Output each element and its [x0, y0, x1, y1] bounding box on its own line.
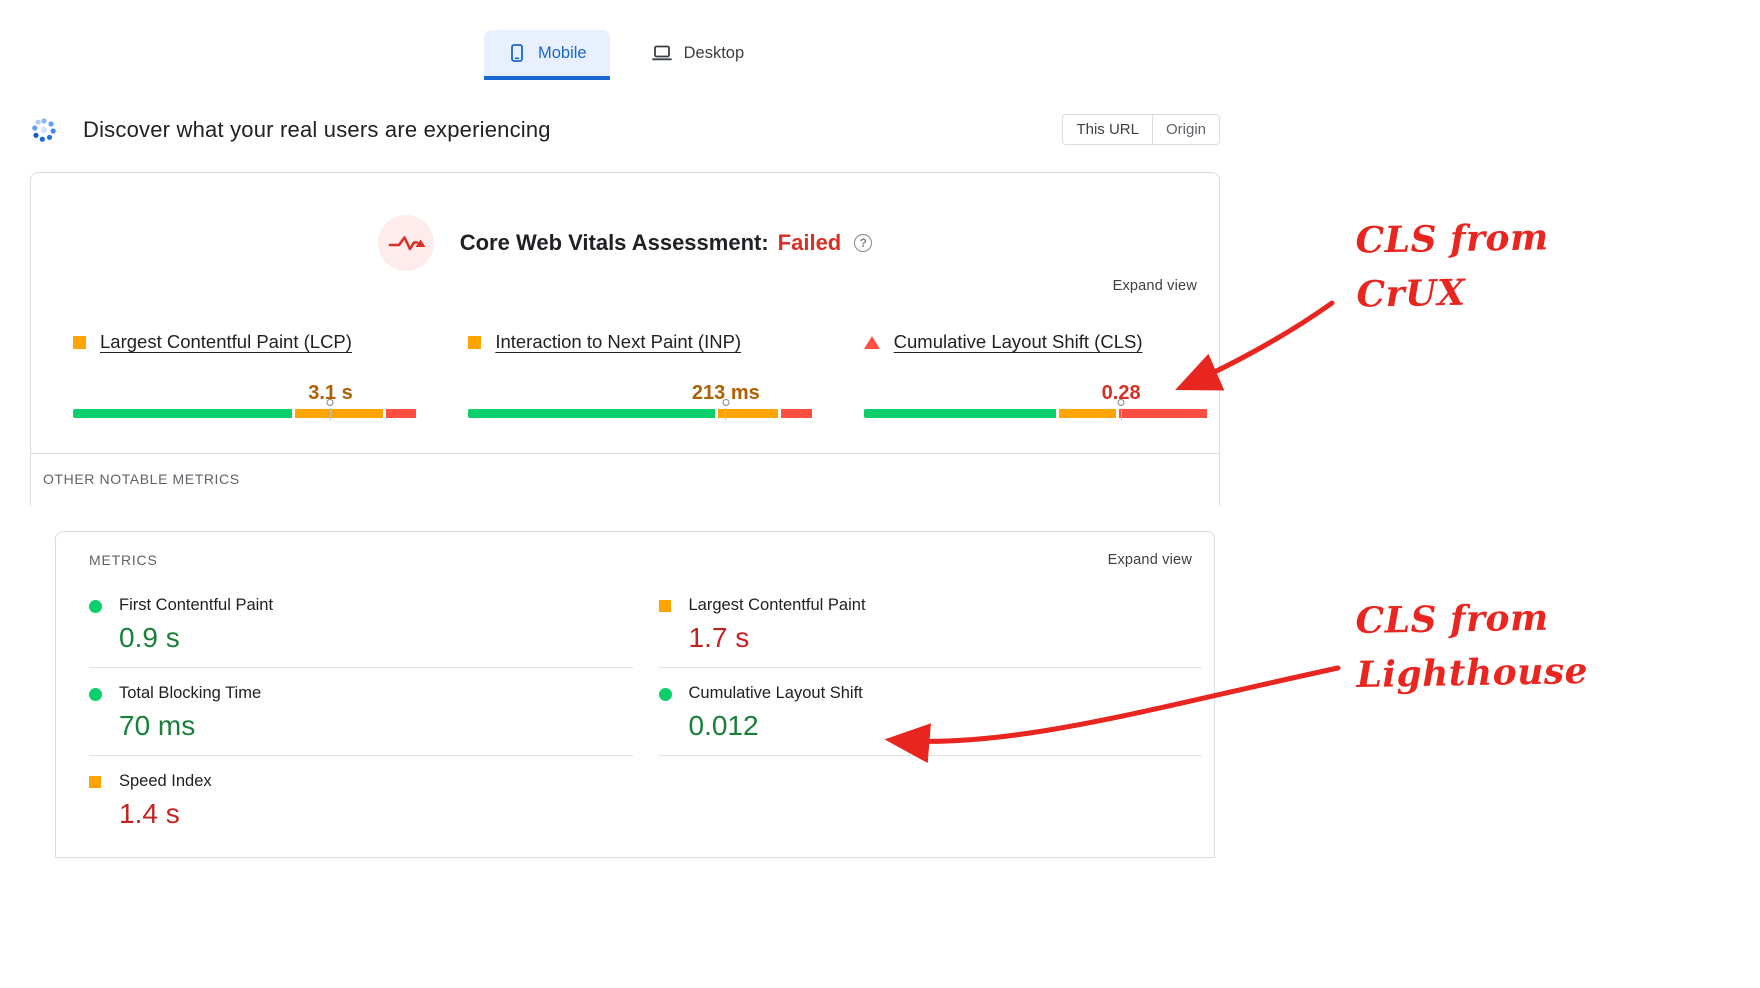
expand-view-link[interactable]: Expand view [1112, 278, 1197, 294]
tab-mobile-label: Mobile [538, 43, 587, 62]
bar-segment-good [863, 409, 1056, 418]
annotation-line: CLS from [1355, 596, 1549, 643]
assessment-title: Core Web Vitals Assessment: [459, 230, 769, 255]
annotation-line: CrUX [1356, 271, 1466, 316]
assessment-status: Failed [777, 230, 842, 255]
metric-name: Speed Index [119, 772, 212, 790]
bar-marker [326, 399, 334, 406]
bar-segment-good [468, 409, 715, 418]
lab-column-left: First Contentful Paint 0.9 s Total Block… [89, 580, 633, 843]
annotation-cls-lighthouse: CLS from Lighthouse [1355, 590, 1588, 702]
bar-segment-poor [781, 409, 812, 418]
metric-status-icon [658, 600, 671, 612]
metric-status-icon [89, 600, 102, 613]
tab-mobile[interactable]: Mobile [484, 30, 610, 80]
metric-name-link[interactable]: Cumulative Layout Shift (CLS) [893, 331, 1143, 352]
bar-segment-needs-improvement [295, 409, 383, 418]
metric-distribution-bar [73, 399, 417, 418]
metric-status-icon [89, 776, 101, 788]
metric-status-icon [658, 688, 672, 701]
metrics-heading: METRICS [89, 552, 158, 568]
metric-value: 0.28 [1101, 382, 1141, 404]
lab-metric-row-lcp: Largest Contentful Paint 1.7 s [658, 580, 1202, 668]
metric-value: 0.012 [688, 710, 759, 741]
device-tabs: Mobile Desktop [484, 30, 767, 80]
bar-segment-needs-improvement [1058, 409, 1117, 418]
annotation-line: Lighthouse [1356, 649, 1589, 697]
bar-marker [1117, 399, 1125, 406]
tab-desktop-label: Desktop [683, 43, 745, 62]
metric-value: 1.4 s [119, 798, 180, 829]
laptop-icon [651, 43, 673, 63]
lighthouse-metrics-card: METRICS Expand view First Contentful Pai… [55, 531, 1215, 858]
field-heading: Discover what your real users are experi… [83, 116, 551, 142]
expand-view-link[interactable]: Expand view [1107, 552, 1192, 568]
metric-distribution-bar [468, 399, 812, 418]
metric-name: Largest Contentful Paint [688, 596, 866, 614]
scope-origin-button[interactable]: Origin [1152, 115, 1219, 144]
help-icon[interactable] [854, 234, 873, 252]
field-header: Discover what your real users are experi… [30, 114, 1220, 145]
metric-value: 70 ms [119, 710, 196, 741]
annotation-cls-crux: CLS from CrUX [1355, 210, 1550, 321]
metric-value: 1.7 s [688, 622, 750, 653]
bar-segment-poor [1119, 409, 1207, 418]
metric-name: First Contentful Paint [119, 596, 274, 614]
field-metrics: Largest Contentful Paint (LCP) 3.1 s Int… [31, 295, 1219, 418]
expand-row: Expand view [31, 277, 1219, 295]
lab-metric-row-speed-index: Speed Index 1.4 s [89, 756, 633, 843]
assessment-text: Core Web Vitals Assessment: Failed [460, 230, 873, 256]
field-metric-inp: Interaction to Next Paint (INP) 213 ms [468, 331, 812, 418]
metric-status-icon [73, 335, 86, 349]
metric-name: Total Blocking Time [119, 684, 262, 702]
lab-metric-row-tbt: Total Blocking Time 70 ms [89, 668, 633, 756]
metric-value: 0.9 s [119, 622, 180, 653]
metric-value: 213 ms [691, 382, 760, 404]
lab-columns: First Contentful Paint 0.9 s Total Block… [56, 568, 1214, 843]
metric-name: Cumulative Layout Shift [688, 684, 863, 702]
lab-metric-row-fcp: First Contentful Paint 0.9 s [89, 580, 633, 668]
metric-name-link[interactable]: Interaction to Next Paint (INP) [495, 331, 742, 352]
field-metric-cls: Cumulative Layout Shift (CLS) 0.28 [863, 331, 1207, 418]
scope-this-url-button[interactable]: This URL [1063, 115, 1153, 144]
core-web-vitals-card: Core Web Vitals Assessment: Failed Expan… [30, 172, 1220, 505]
metric-status-icon [468, 335, 482, 349]
metric-status-icon [89, 688, 102, 701]
lab-column-right: Largest Contentful Paint 1.7 s Cumulativ… [658, 580, 1202, 843]
bar-marker [722, 399, 730, 406]
crux-users-icon [30, 116, 58, 144]
assessment-row: Core Web Vitals Assessment: Failed [31, 215, 1219, 271]
metric-distribution-bar [863, 399, 1207, 418]
other-notable-metrics-label: OTHER NOTABLE METRICS [43, 471, 240, 487]
bar-segment-needs-improvement [717, 409, 779, 418]
metric-value: 3.1 s [308, 382, 353, 404]
metric-name-link[interactable]: Largest Contentful Paint (LCP) [100, 331, 352, 352]
bar-segment-poor [385, 409, 417, 418]
scope-toggle: This URL Origin [1062, 114, 1220, 145]
field-metric-lcp: Largest Contentful Paint (LCP) 3.1 s [73, 331, 417, 418]
tab-desktop[interactable]: Desktop [628, 30, 768, 80]
smartphone-icon [507, 43, 527, 63]
lab-metric-row-cls: Cumulative Layout Shift 0.012 [658, 668, 1202, 756]
annotation-line: CLS from [1355, 216, 1549, 262]
metric-status-icon [863, 335, 880, 349]
lab-header: METRICS Expand view [56, 532, 1214, 568]
bar-segment-good [73, 409, 293, 418]
pulse-icon [377, 215, 434, 271]
card-divider [31, 453, 1219, 454]
